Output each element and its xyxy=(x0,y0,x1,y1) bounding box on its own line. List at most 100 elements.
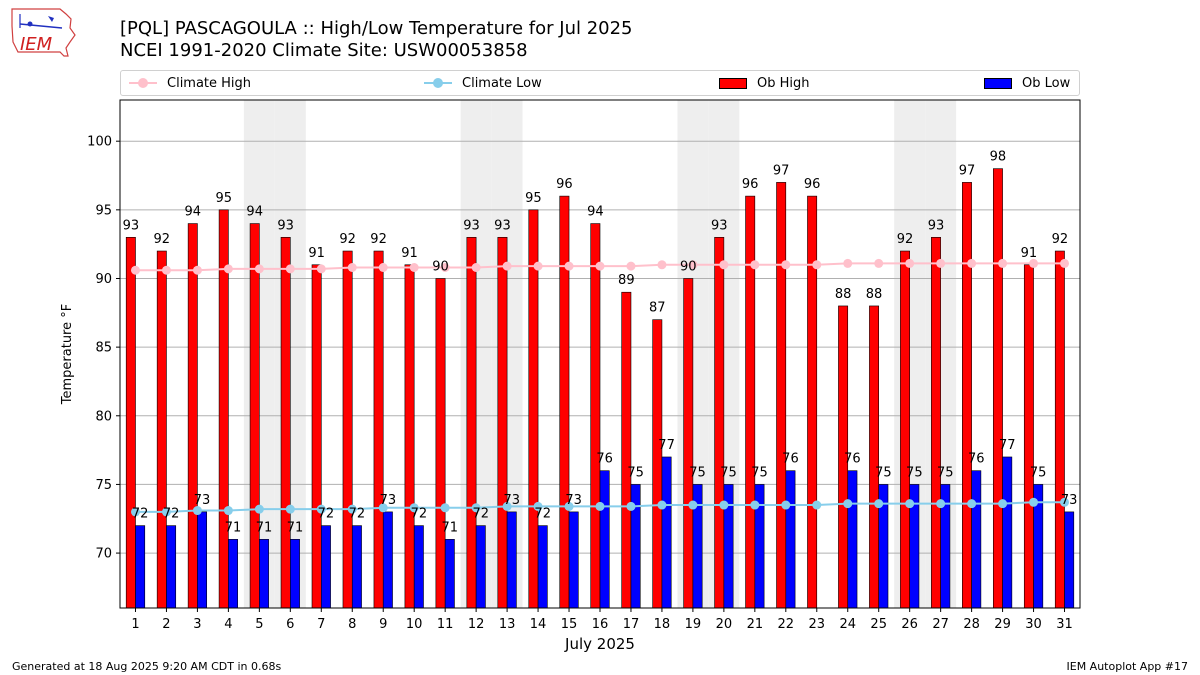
climate-low-point xyxy=(161,507,171,517)
x-tick-label: 28 xyxy=(963,617,980,632)
ob-low-bar xyxy=(197,511,208,609)
ob-high-label: 93 xyxy=(711,218,728,233)
ob-high-bar xyxy=(373,250,384,609)
ob-high-bar xyxy=(559,195,570,609)
legend-ob-high-label: Ob High xyxy=(757,75,810,91)
ob-high-bar xyxy=(714,236,725,609)
climate-high-point xyxy=(564,261,574,271)
ob-high-bar xyxy=(125,236,136,609)
ob-low-bar xyxy=(1002,456,1013,609)
x-tick-label: 6 xyxy=(286,617,294,632)
ob-high-label: 94 xyxy=(185,205,202,220)
climate-high-point xyxy=(378,263,388,273)
x-tick-label: 29 xyxy=(994,617,1011,632)
climate-low-point xyxy=(254,504,264,514)
ob-low-label: 71 xyxy=(287,520,304,535)
legend-climate-high: Climate High xyxy=(129,71,251,95)
ob-high-label: 89 xyxy=(618,273,635,288)
x-tick-label: 9 xyxy=(379,617,387,632)
ob-low-bar xyxy=(135,525,146,609)
x-tick-label: 27 xyxy=(932,617,949,632)
climate-high-point xyxy=(750,260,760,270)
ob-low-bar xyxy=(228,539,238,609)
ob-high-swatch-icon xyxy=(719,77,747,89)
ob-high-bar xyxy=(311,264,322,609)
ob-low-label: 75 xyxy=(937,465,954,480)
climate-high-point xyxy=(998,258,1008,268)
ob-high-bar xyxy=(962,182,972,609)
climate-high-point xyxy=(936,258,946,268)
climate-low-point xyxy=(967,499,977,509)
ob-high-label: 91 xyxy=(401,246,418,261)
legend-climate-low-label: Climate Low xyxy=(462,75,542,91)
ob-low-bar xyxy=(847,470,858,609)
climate-low-point xyxy=(1029,497,1039,507)
ob-low-label: 75 xyxy=(906,465,923,480)
climate-high-point xyxy=(595,261,605,271)
ob-high-label: 90 xyxy=(680,259,697,274)
ob-high-label: 94 xyxy=(246,205,263,220)
x-tick-label: 24 xyxy=(839,617,856,632)
ob-low-label: 75 xyxy=(1030,465,1047,480)
climate-high-point xyxy=(347,263,357,273)
ob-high-bar xyxy=(590,223,601,609)
x-tick-label: 18 xyxy=(654,617,671,632)
ob-high-label: 92 xyxy=(339,232,356,247)
legend-ob-high: Ob High xyxy=(719,71,810,95)
climate-high-point xyxy=(905,258,915,268)
ob-high-bar xyxy=(745,195,756,609)
climate-high-point xyxy=(688,260,698,270)
climate-high-point xyxy=(1060,258,1070,268)
x-tick-label: 11 xyxy=(437,617,454,632)
climate-low-point xyxy=(595,501,605,511)
ob-high-bar xyxy=(342,250,353,609)
ob-high-bar xyxy=(404,264,415,609)
ob-low-label: 72 xyxy=(318,507,335,522)
ob-low-label: 75 xyxy=(689,465,706,480)
ob-low-label: 75 xyxy=(627,465,644,480)
x-tick-label: 10 xyxy=(406,617,423,632)
climate-low-point xyxy=(502,501,512,511)
ob-low-bar xyxy=(475,525,486,609)
climate-high-point xyxy=(502,261,512,271)
climate-high-point xyxy=(161,265,171,275)
climate-high-point xyxy=(471,263,481,273)
ob-low-bar xyxy=(444,539,455,609)
ob-high-label: 93 xyxy=(463,218,480,233)
climate-high-point xyxy=(440,263,450,273)
climate-low-line-icon xyxy=(424,78,452,88)
ob-high-label: 93 xyxy=(123,218,140,233)
ob-low-label: 72 xyxy=(534,507,551,522)
ob-low-bar xyxy=(351,525,362,609)
x-tick-label: 2 xyxy=(162,617,170,632)
ob-low-bar xyxy=(506,511,517,609)
ob-low-label: 72 xyxy=(411,507,428,522)
climate-low-point xyxy=(378,503,388,513)
ob-high-bar xyxy=(435,278,446,609)
legend-ob-low: Ob Low xyxy=(984,71,1070,95)
ob-high-label: 98 xyxy=(990,150,1007,165)
climate-low-point xyxy=(998,499,1008,509)
ob-high-label: 90 xyxy=(432,259,449,274)
ob-high-label: 88 xyxy=(866,287,883,302)
footer-app: IEM Autoplot App #17 xyxy=(1066,660,1189,673)
ob-low-label: 72 xyxy=(473,507,490,522)
climate-high-point xyxy=(719,260,729,270)
chart-subtitle: NCEI 1991-2020 Climate Site: USW00053858 xyxy=(120,40,528,61)
x-tick-label: 17 xyxy=(623,617,640,632)
ob-low-bar xyxy=(320,525,331,609)
x-tick-label: 5 xyxy=(255,617,263,632)
x-tick-label: 12 xyxy=(468,617,485,632)
climate-high-point xyxy=(254,264,264,274)
y-tick-label: 85 xyxy=(95,341,112,356)
climate-high-point xyxy=(533,261,543,271)
ob-high-bar xyxy=(683,278,694,609)
x-tick-label: 4 xyxy=(224,617,232,632)
climate-low-point xyxy=(874,499,884,509)
y-tick-label: 75 xyxy=(95,478,112,493)
climate-low-point xyxy=(626,501,636,511)
ob-low-bar xyxy=(290,539,300,609)
ob-high-label: 97 xyxy=(773,163,790,178)
ob-low-bar xyxy=(413,525,424,609)
x-axis-title: July 2025 xyxy=(564,635,635,653)
